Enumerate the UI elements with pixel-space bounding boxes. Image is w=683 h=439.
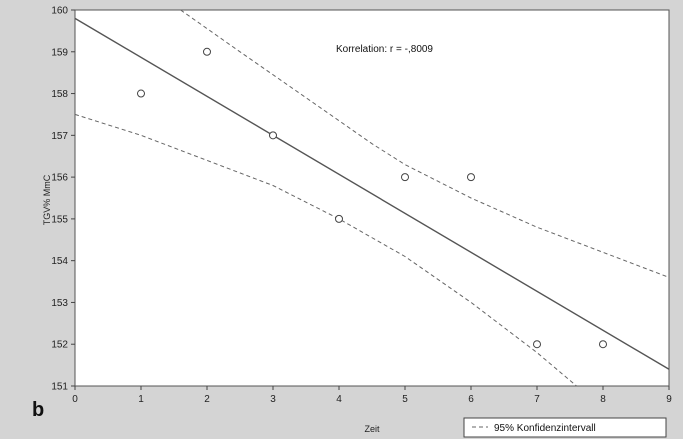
legend-box [463,417,667,438]
data-point [335,214,343,223]
y-axis-label: TGV% MmC [42,174,52,225]
plot-lines [74,9,670,387]
data-point [203,47,211,56]
data-point [269,131,277,140]
x-tick-label: 6 [468,394,474,405]
regression-line [74,17,670,370]
data-point [401,173,409,182]
panel-label: b [32,399,44,421]
x-tick-label: 3 [270,394,276,405]
y-axis: 151 152 153 154 155 156 157 158 159 160 [51,6,75,393]
y-tick-label: 159 [51,47,68,58]
y-tick-label: 153 [51,298,68,309]
x-tick-label: 7 [534,394,540,405]
y-tick-label: 158 [51,89,68,100]
legend-label: 95% Konfidenzintervall [494,423,596,434]
data-point [599,340,607,349]
plot-area [74,9,670,387]
legend: 95% Konfidenzintervall [463,417,667,438]
y-tick-label: 157 [51,131,68,142]
y-tick-label: 152 [51,340,68,351]
correlation-annotation: Korrelation: r = -,8009 [336,44,433,55]
confidence-upper-line [180,9,670,278]
data-point [467,173,475,182]
data-point [137,89,145,98]
y-tick-label: 151 [51,382,68,393]
y-tick-label: 156 [51,173,68,184]
x-tick-label: 5 [402,394,408,405]
y-tick-label: 154 [51,256,68,267]
y-tick-label: 160 [51,6,68,17]
x-tick-label: 9 [666,394,672,405]
x-tick-label: 8 [600,394,606,405]
x-tick-label: 0 [72,394,78,405]
y-tick-label: 155 [51,214,68,225]
x-tick-label: 4 [336,394,342,405]
confidence-lower-line [74,113,577,387]
data-points [137,47,607,349]
x-axis-label: Zeit [364,424,380,434]
x-axis: 0 1 2 3 4 5 6 7 8 9 [72,386,672,405]
x-tick-label: 1 [138,394,144,405]
data-point [533,340,541,349]
x-tick-label: 2 [204,394,210,405]
